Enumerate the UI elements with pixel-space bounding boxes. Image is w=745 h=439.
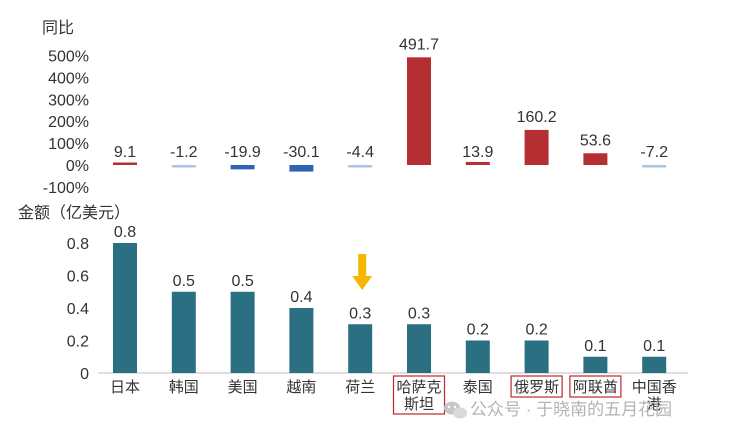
yoy-data-label: 13.9: [462, 144, 493, 161]
watermark: 公众号 · 于晓南的五月花园: [444, 400, 672, 419]
category-label: 荷兰: [345, 379, 375, 396]
category-highlight-box: [392, 375, 446, 415]
yoy-bar: [642, 165, 667, 168]
amount-axis-title: 金额（亿美元）: [18, 204, 130, 222]
yoy-bar: [171, 165, 196, 168]
amount-data-label: 0.1: [584, 338, 606, 355]
category-label: 泰国: [463, 379, 493, 396]
category-label: 俄罗斯: [514, 379, 559, 396]
yoy-data-label: -30.1: [283, 144, 320, 161]
yoy-data-label: -19.9: [224, 144, 261, 161]
yoy-y-tick-label: -100%: [43, 180, 89, 197]
amount-bar: [407, 324, 431, 373]
arrow-shape: [352, 254, 373, 290]
yoy-y-tick-label: 500%: [48, 49, 89, 66]
yoy-y-tick-label: 200%: [48, 114, 89, 131]
category-highlight-box: [569, 375, 622, 398]
amount-data-label: 0.5: [173, 273, 195, 290]
yoy-y-tick-label: 0%: [66, 158, 89, 175]
amount-y-tick-label: 0.8: [67, 236, 89, 253]
amount-y-tick-label: 0.6: [67, 269, 89, 286]
amount-bar: [348, 324, 373, 373]
yoy-y-ticks: 500% 400% 300% 200% 100% 0% -100%: [43, 49, 89, 197]
amount-data-label: 0.1: [643, 338, 665, 355]
yoy-bar: [289, 165, 314, 172]
yoy-data-label: 53.6: [580, 132, 611, 149]
amount-bar: [230, 291, 255, 373]
yoy-data-labels: 9.1 -1.2 -19.9 -30.1 -4.4 491.7 13.9 160.2 53.6 -…: [114, 36, 668, 161]
category-label: 阿联酋: [573, 378, 618, 396]
amount-bar: [642, 356, 667, 373]
amount-chart: 金额（亿美元） 0.8 0.6 0.4 0.2 0 0.8 0.5 0.5 0.4 0.3 0.3…: [18, 204, 688, 415]
yoy-bar: [407, 57, 431, 165]
wechat-icon: [444, 401, 467, 419]
amount-y-tick-label: 0.4: [67, 301, 89, 318]
category-label: 斯坦: [404, 396, 434, 413]
amount-data-label: 0.3: [408, 305, 430, 322]
yoy-y-tick-label: 300%: [48, 92, 89, 109]
amount-bars: [113, 243, 667, 373]
amount-data-label: 0.4: [290, 289, 312, 306]
yoy-bar: [583, 153, 608, 165]
yoy-axis-title: 同比: [42, 19, 74, 37]
amount-data-label: 0.2: [525, 322, 547, 339]
yoy-data-label: 160.2: [517, 109, 557, 126]
yoy-growth-chart: 同比 500% 400% 300% 200% 100% 0% -100% 9.1 -1.2 -1…: [42, 19, 668, 197]
amount-bar: [289, 308, 314, 373]
category-label: 日本: [110, 379, 140, 396]
amount-y-tick-label: 0: [80, 366, 89, 383]
category-label: 韩国: [169, 379, 199, 396]
yoy-data-label: 9.1: [114, 144, 136, 161]
amount-bar: [465, 340, 490, 373]
amount-bar: [113, 243, 137, 373]
yoy-data-label: -7.2: [640, 144, 668, 161]
amount-y-tick-label: 0.2: [67, 334, 89, 351]
yoy-data-label: -1.2: [170, 144, 198, 161]
amount-data-label: 0.8: [114, 224, 136, 241]
yoy-bar: [230, 165, 255, 170]
category-label: 美国: [228, 379, 258, 396]
amount-bar: [171, 291, 196, 373]
yoy-bar: [348, 165, 373, 168]
yoy-bar: [113, 162, 137, 165]
amount-data-label: 0.5: [231, 273, 253, 290]
category-label: 中国香: [632, 379, 677, 396]
category-highlight-box: [510, 375, 563, 398]
highlight-arrow-icon: [352, 254, 373, 290]
yoy-bars: [113, 57, 667, 172]
category-label: 港: [647, 396, 662, 413]
amount-data-label: 0.3: [349, 305, 371, 322]
category-label: 越南: [286, 379, 316, 396]
yoy-data-label: -4.4: [346, 144, 374, 161]
yoy-y-tick-label: 400%: [48, 70, 89, 87]
yoy-bar: [465, 161, 490, 165]
amount-data-labels: 0.8 0.5 0.5 0.4 0.3 0.3 0.2 0.2 0.1 0.1: [114, 224, 666, 355]
category-label: 哈萨克: [396, 379, 441, 396]
amount-bar: [583, 356, 608, 373]
amount-data-label: 0.2: [467, 322, 489, 339]
yoy-data-label: 491.7: [399, 36, 439, 53]
amount-y-ticks: 0.8 0.6 0.4 0.2 0: [67, 236, 89, 383]
yoy-y-tick-label: 100%: [48, 136, 89, 153]
amount-bar: [524, 340, 549, 373]
watermark-text: 公众号 · 于晓南的五月花园: [470, 400, 672, 419]
yoy-bar: [524, 129, 549, 165]
